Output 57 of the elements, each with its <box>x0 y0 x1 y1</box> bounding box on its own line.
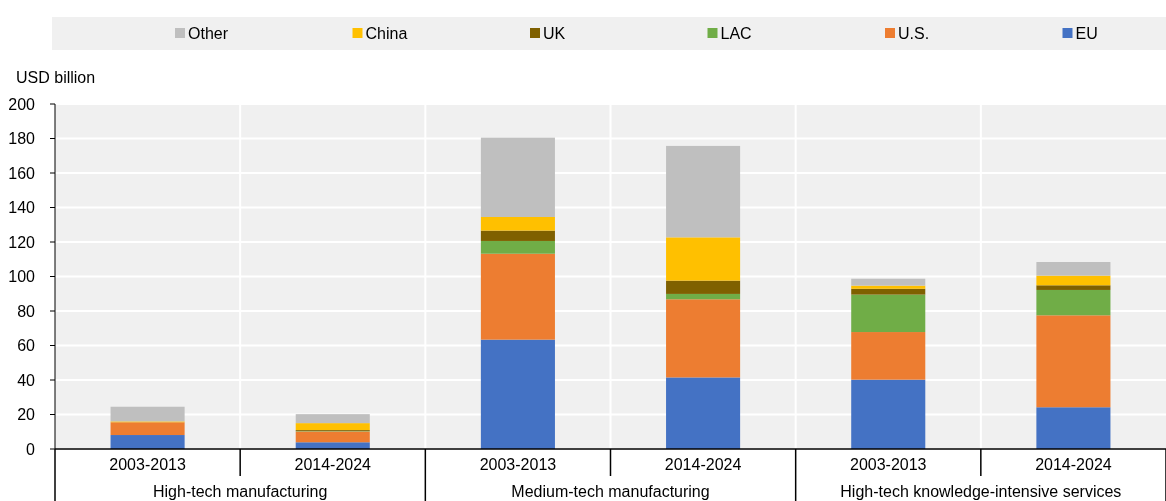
text: Medium-tech manufacturing <box>511 483 710 500</box>
bar <box>1036 315 1111 408</box>
bar <box>110 435 185 449</box>
x-tick-label: 2014-2024 <box>664 456 742 473</box>
bar <box>666 280 741 294</box>
bar <box>851 332 926 380</box>
bar <box>480 216 555 231</box>
bar <box>666 237 741 281</box>
bar <box>1036 407 1111 449</box>
x-tick-label: 2003-2013 <box>109 456 186 473</box>
legend-label: U.S. <box>898 24 930 42</box>
x-tick-label: 2003-2013 <box>479 456 557 473</box>
text: High-tech manufacturing <box>153 483 328 500</box>
bar <box>480 137 555 217</box>
legend-label: UK <box>543 24 566 42</box>
y-tick-label: 60 <box>17 337 36 355</box>
legend-label: Other <box>188 24 229 42</box>
bar <box>110 422 185 436</box>
bar <box>666 293 741 300</box>
bar <box>851 294 926 333</box>
bar <box>480 230 555 241</box>
bar <box>666 299 741 378</box>
x-tick-label: 2003-2013 <box>849 456 927 473</box>
bar <box>851 379 926 449</box>
x-tick-label: 2014-2024 <box>1035 456 1112 473</box>
bar <box>851 278 926 286</box>
bar <box>480 253 555 340</box>
y-tick-label: 40 <box>17 371 36 389</box>
bar <box>666 377 741 449</box>
y-tick-label: 180 <box>8 130 36 148</box>
bar <box>666 145 741 238</box>
y-tick-label: 160 <box>8 164 36 182</box>
text: High-tech knowledge-intensive services <box>840 483 1122 500</box>
x-tick-label: 2014-2024 <box>294 456 372 473</box>
bar <box>295 423 370 431</box>
legend-label: China <box>365 24 408 42</box>
y-tick-label: 20 <box>17 406 36 424</box>
y-tick-label: 140 <box>8 199 36 217</box>
y-tick-label: 200 <box>8 95 36 113</box>
y-tick-label: 80 <box>17 302 36 320</box>
bar <box>480 240 555 254</box>
bar <box>1036 289 1111 316</box>
bar <box>1036 275 1111 286</box>
y-tick-label: 0 <box>26 440 36 458</box>
bar <box>480 339 555 449</box>
y-axis-title: USD billion <box>16 69 96 86</box>
legend-label: LAC <box>720 24 752 42</box>
bar <box>851 288 926 295</box>
bar <box>851 285 926 289</box>
bar <box>295 431 370 443</box>
bar <box>110 406 185 422</box>
bar <box>1036 285 1111 290</box>
y-tick-label: 120 <box>8 233 36 251</box>
y-tick-label: 100 <box>8 268 36 286</box>
bar <box>295 414 370 424</box>
bar <box>1036 262 1111 276</box>
legend-label: EU <box>1075 24 1098 42</box>
